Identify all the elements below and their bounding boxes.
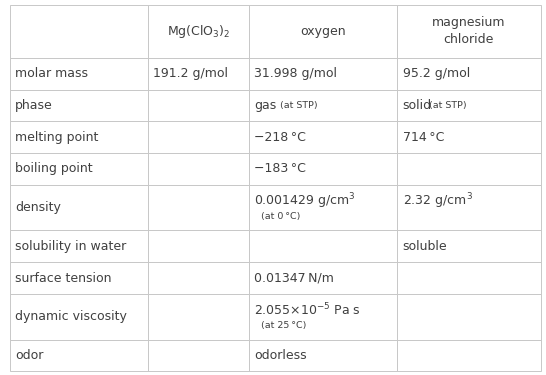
Text: 95.2 g/mol: 95.2 g/mol xyxy=(403,67,470,80)
Bar xyxy=(248,230,397,262)
Text: 714 °C: 714 °C xyxy=(403,131,444,144)
Text: boiling point: boiling point xyxy=(15,162,93,176)
Bar xyxy=(397,153,541,185)
Text: soluble: soluble xyxy=(403,240,447,253)
Bar xyxy=(148,153,248,185)
Text: 2.32 g/cm$^3$: 2.32 g/cm$^3$ xyxy=(403,191,473,210)
Bar xyxy=(10,262,148,294)
Text: oxygen: oxygen xyxy=(300,25,346,38)
Bar xyxy=(10,185,148,230)
Bar xyxy=(148,262,248,294)
Text: −183 °C: −183 °C xyxy=(254,162,306,176)
Text: solid: solid xyxy=(403,99,432,112)
Bar xyxy=(148,4,248,58)
Text: (at 0 °C): (at 0 °C) xyxy=(260,212,300,221)
Bar xyxy=(10,153,148,185)
Bar xyxy=(10,122,148,153)
Text: odorless: odorless xyxy=(254,349,307,362)
Text: phase: phase xyxy=(15,99,53,112)
Text: 2.055$\times$10$^{-5}$ Pa s: 2.055$\times$10$^{-5}$ Pa s xyxy=(254,302,361,318)
Text: 191.2 g/mol: 191.2 g/mol xyxy=(153,67,228,80)
Bar xyxy=(248,262,397,294)
Text: gas: gas xyxy=(254,99,276,112)
Bar xyxy=(397,262,541,294)
Bar xyxy=(397,58,541,90)
Text: dynamic viscosity: dynamic viscosity xyxy=(15,310,127,323)
Bar xyxy=(148,90,248,122)
Text: (at STP): (at STP) xyxy=(280,101,318,110)
Bar xyxy=(397,90,541,122)
Text: density: density xyxy=(15,201,61,214)
Bar xyxy=(248,185,397,230)
Bar xyxy=(148,185,248,230)
Text: odor: odor xyxy=(15,349,44,362)
Bar xyxy=(397,339,541,371)
Bar xyxy=(397,122,541,153)
Bar xyxy=(148,122,248,153)
Text: magnesium
chloride: magnesium chloride xyxy=(432,16,506,46)
Bar xyxy=(397,230,541,262)
Bar xyxy=(397,4,541,58)
Bar xyxy=(248,58,397,90)
Bar xyxy=(397,294,541,339)
Bar xyxy=(148,294,248,339)
Bar xyxy=(10,339,148,371)
Bar xyxy=(10,4,148,58)
Bar xyxy=(248,90,397,122)
Text: 0.001429 g/cm$^3$: 0.001429 g/cm$^3$ xyxy=(254,191,355,210)
Text: 31.998 g/mol: 31.998 g/mol xyxy=(254,67,337,80)
Bar xyxy=(10,58,148,90)
Text: Mg(ClO$_3$)$_2$: Mg(ClO$_3$)$_2$ xyxy=(167,23,230,40)
Bar xyxy=(10,90,148,122)
Text: (at 25 °C): (at 25 °C) xyxy=(260,321,306,330)
Bar xyxy=(148,339,248,371)
Bar xyxy=(10,230,148,262)
Bar xyxy=(248,153,397,185)
Bar xyxy=(248,4,397,58)
Text: melting point: melting point xyxy=(15,131,99,144)
Bar xyxy=(397,185,541,230)
Bar xyxy=(248,122,397,153)
Bar xyxy=(248,294,397,339)
Bar xyxy=(248,339,397,371)
Text: surface tension: surface tension xyxy=(15,272,112,285)
Text: 0.01347 N/m: 0.01347 N/m xyxy=(254,272,334,285)
Text: solubility in water: solubility in water xyxy=(15,240,127,253)
Text: −218 °C: −218 °C xyxy=(254,131,306,144)
Bar xyxy=(148,58,248,90)
Bar xyxy=(10,294,148,339)
Text: molar mass: molar mass xyxy=(15,67,88,80)
Bar xyxy=(148,230,248,262)
Text: (at STP): (at STP) xyxy=(429,101,466,110)
